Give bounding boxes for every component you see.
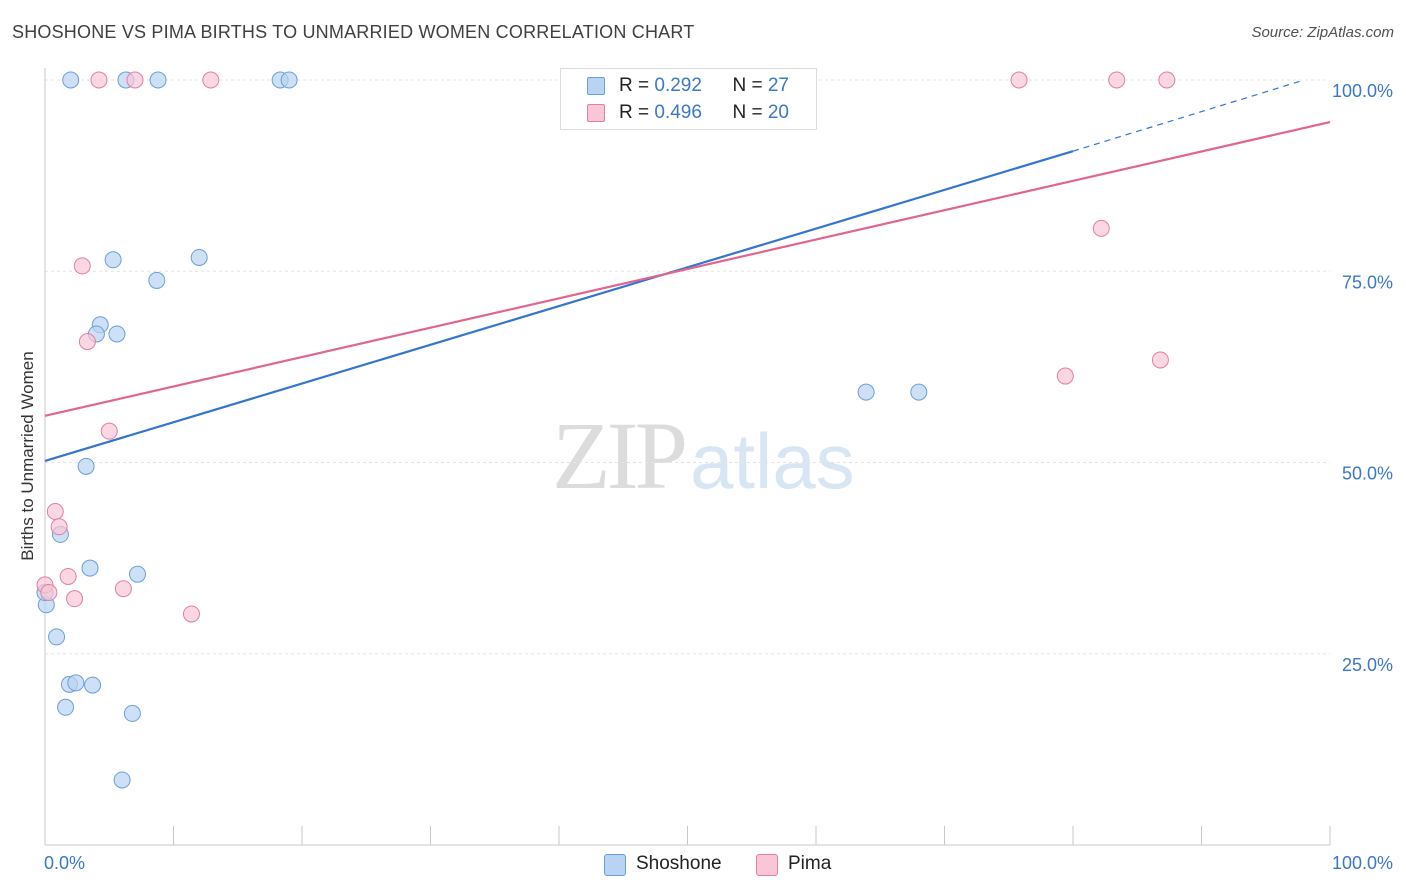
pima-point-17 xyxy=(182,605,200,623)
shoshone-point-25 xyxy=(113,771,131,789)
pima-point-9 xyxy=(1151,351,1169,369)
shoshone-point-4 xyxy=(280,71,298,89)
shoshone-point-17 xyxy=(129,565,147,583)
correlation-legend: R = 0.292 N = 27 R = 0.496 N = 20 xyxy=(560,68,817,130)
shoshone-point-8 xyxy=(148,271,166,289)
shoshone-point-11 xyxy=(108,325,126,343)
shoshone-r-label: R = xyxy=(619,75,655,96)
pima-point-2 xyxy=(202,71,220,89)
y-tick-label-75: 75.0% xyxy=(1342,272,1393,292)
pima-point-13 xyxy=(50,518,68,536)
shoshone-point-22 xyxy=(84,676,102,694)
shoshone-point-19 xyxy=(48,628,66,646)
shoshone-swatch xyxy=(587,77,605,95)
legend-shoshone-stats: R = 0.292 N = 27 xyxy=(619,75,789,97)
pima-trend-line xyxy=(44,121,1331,417)
axis-layer xyxy=(44,68,1331,846)
shoshone-point-2 xyxy=(149,71,167,89)
pima-point-12 xyxy=(46,502,64,520)
shoshone-legend-label: Shoshone xyxy=(636,853,722,874)
pima-legend-label: Pima xyxy=(788,853,832,874)
pima-point-7 xyxy=(73,257,91,275)
pima-point-8 xyxy=(78,333,96,351)
pima-point-15 xyxy=(114,580,132,598)
shoshone-point-6 xyxy=(104,251,122,269)
shoshone-r-value: 0.292 xyxy=(654,75,702,96)
shoshone-legend-swatch xyxy=(604,854,626,876)
label-layer: 25.0% 50.0% 75.0% 100.0% 0.0% 100.0% xyxy=(44,81,1393,873)
pima-r-value: 0.496 xyxy=(654,102,702,123)
y-tick-label-25: 25.0% xyxy=(1342,655,1393,675)
pima-n-label: N = xyxy=(732,102,768,123)
watermark: ZIPatlas xyxy=(552,400,855,511)
shoshone-n-label: N = xyxy=(732,75,768,96)
shoshone-point-7 xyxy=(190,248,208,266)
pima-point-1 xyxy=(126,71,144,89)
watermark-atlas: atlas xyxy=(690,417,855,505)
x-tick-label-min: 0.0% xyxy=(44,853,85,873)
pima-point-6 xyxy=(1092,219,1110,237)
shoshone-point-24 xyxy=(123,704,141,722)
shoshone-point-23 xyxy=(57,698,75,716)
pima-point-10 xyxy=(1056,367,1074,385)
chart-title: SHOSHONE VS PIMA BIRTHS TO UNMARRIED WOM… xyxy=(12,22,695,42)
shoshone-point-16 xyxy=(81,559,99,577)
pima-point-19 xyxy=(40,584,58,602)
pima-r-label: R = xyxy=(619,102,655,123)
pima-point-3 xyxy=(1010,71,1028,89)
shoshone-point-12 xyxy=(857,383,875,401)
pima-n-value: 20 xyxy=(767,102,789,123)
source-credit: Source: ZipAtlas.com xyxy=(1251,24,1394,41)
shoshone-point-14 xyxy=(77,457,95,475)
shoshone-trend-extension xyxy=(1072,79,1305,152)
shoshone-point-0 xyxy=(62,71,80,89)
shoshone-n-value: 27 xyxy=(767,75,789,96)
y-tick-label-100: 100.0% xyxy=(1332,81,1393,101)
pima-swatch xyxy=(587,104,605,122)
pima-point-5 xyxy=(1158,71,1176,89)
y-tick-label-50: 50.0% xyxy=(1342,464,1393,484)
trend-layer xyxy=(44,79,1331,463)
pima-point-16 xyxy=(66,590,84,608)
pima-point-14 xyxy=(59,567,77,585)
x-tick-label-max: 100.0% xyxy=(1332,853,1393,873)
pima-point-4 xyxy=(1108,71,1126,89)
pima-point-0 xyxy=(90,71,108,89)
point-layer xyxy=(36,71,1176,789)
shoshone-trend-line xyxy=(44,150,1074,463)
shoshone-point-21 xyxy=(67,674,85,692)
watermark-zip: ZIP xyxy=(552,402,688,509)
pima-legend-swatch xyxy=(756,854,778,876)
pima-point-11 xyxy=(100,422,118,440)
legend-pima-stats: R = 0.496 N = 20 xyxy=(619,102,789,124)
shoshone-point-13 xyxy=(910,383,928,401)
